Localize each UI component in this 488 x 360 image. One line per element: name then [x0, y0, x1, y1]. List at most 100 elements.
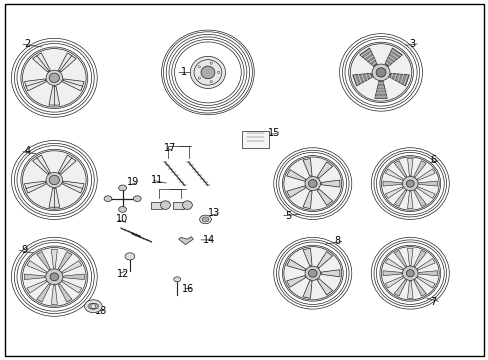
Polygon shape	[407, 281, 412, 298]
Polygon shape	[27, 261, 46, 273]
Ellipse shape	[182, 201, 192, 210]
Text: 7: 7	[430, 297, 436, 307]
Polygon shape	[303, 280, 311, 298]
Polygon shape	[385, 258, 403, 270]
Polygon shape	[317, 162, 332, 178]
Polygon shape	[49, 86, 60, 105]
Polygon shape	[418, 181, 437, 186]
Ellipse shape	[202, 217, 208, 222]
Text: 1: 1	[180, 67, 186, 77]
Polygon shape	[51, 249, 57, 268]
Ellipse shape	[46, 172, 62, 188]
Polygon shape	[33, 155, 50, 174]
Ellipse shape	[125, 253, 135, 260]
Ellipse shape	[348, 42, 412, 103]
Text: 13: 13	[208, 208, 220, 218]
Ellipse shape	[160, 201, 170, 210]
Ellipse shape	[21, 246, 88, 307]
Polygon shape	[413, 250, 426, 267]
Polygon shape	[286, 276, 305, 287]
Polygon shape	[393, 250, 406, 267]
Text: 6: 6	[430, 155, 436, 165]
Polygon shape	[407, 158, 412, 176]
Ellipse shape	[282, 156, 343, 212]
Polygon shape	[24, 181, 46, 193]
Text: 18: 18	[94, 306, 106, 316]
Polygon shape	[352, 73, 372, 86]
Ellipse shape	[119, 207, 126, 212]
Ellipse shape	[104, 196, 112, 202]
Ellipse shape	[198, 77, 200, 79]
Ellipse shape	[379, 156, 440, 212]
Polygon shape	[51, 285, 57, 304]
Ellipse shape	[308, 180, 316, 188]
Polygon shape	[58, 284, 72, 302]
Polygon shape	[62, 280, 81, 293]
Ellipse shape	[46, 70, 62, 85]
Ellipse shape	[199, 215, 211, 224]
Text: 16: 16	[182, 284, 194, 294]
Polygon shape	[359, 48, 376, 66]
Polygon shape	[303, 248, 311, 266]
Polygon shape	[321, 270, 339, 277]
Ellipse shape	[406, 270, 413, 277]
Ellipse shape	[198, 66, 200, 68]
Polygon shape	[317, 252, 332, 268]
Polygon shape	[63, 274, 84, 280]
Polygon shape	[416, 169, 434, 180]
Ellipse shape	[402, 176, 417, 191]
Polygon shape	[384, 48, 402, 66]
Ellipse shape	[217, 71, 219, 73]
Polygon shape	[286, 186, 305, 198]
Text: 5: 5	[285, 211, 291, 221]
Polygon shape	[286, 170, 305, 181]
Polygon shape	[393, 161, 406, 177]
Ellipse shape	[133, 196, 141, 202]
Polygon shape	[393, 190, 406, 207]
Text: 11: 11	[150, 175, 163, 185]
Bar	[151, 202, 161, 210]
Ellipse shape	[305, 176, 320, 191]
Ellipse shape	[49, 175, 60, 185]
Polygon shape	[286, 259, 305, 271]
Ellipse shape	[49, 73, 60, 82]
Polygon shape	[413, 161, 426, 177]
Polygon shape	[24, 274, 45, 280]
Polygon shape	[385, 169, 403, 180]
Ellipse shape	[308, 269, 316, 277]
Polygon shape	[303, 158, 311, 176]
Ellipse shape	[379, 245, 440, 301]
Polygon shape	[33, 53, 50, 72]
Polygon shape	[418, 271, 437, 276]
Polygon shape	[393, 280, 406, 296]
Ellipse shape	[50, 273, 59, 281]
Polygon shape	[416, 276, 434, 288]
Polygon shape	[413, 190, 426, 207]
Polygon shape	[58, 252, 72, 270]
Ellipse shape	[402, 266, 417, 280]
Ellipse shape	[173, 277, 180, 282]
Polygon shape	[58, 53, 76, 72]
Polygon shape	[303, 191, 311, 209]
Ellipse shape	[210, 62, 212, 64]
Polygon shape	[37, 284, 50, 302]
Polygon shape	[413, 280, 426, 296]
Text: 9: 9	[21, 245, 27, 255]
Ellipse shape	[84, 300, 102, 313]
Polygon shape	[416, 187, 434, 198]
Ellipse shape	[119, 185, 126, 191]
Polygon shape	[374, 81, 386, 98]
Polygon shape	[27, 280, 46, 293]
Text: 4: 4	[24, 146, 31, 156]
Ellipse shape	[201, 66, 214, 79]
Text: 12: 12	[117, 269, 129, 279]
Text: 17: 17	[164, 143, 176, 153]
Text: 19: 19	[127, 177, 139, 187]
Polygon shape	[416, 258, 434, 270]
Ellipse shape	[375, 68, 385, 77]
Polygon shape	[62, 181, 84, 193]
Polygon shape	[317, 189, 332, 205]
Polygon shape	[58, 155, 76, 174]
Polygon shape	[321, 180, 339, 187]
Polygon shape	[407, 248, 412, 265]
